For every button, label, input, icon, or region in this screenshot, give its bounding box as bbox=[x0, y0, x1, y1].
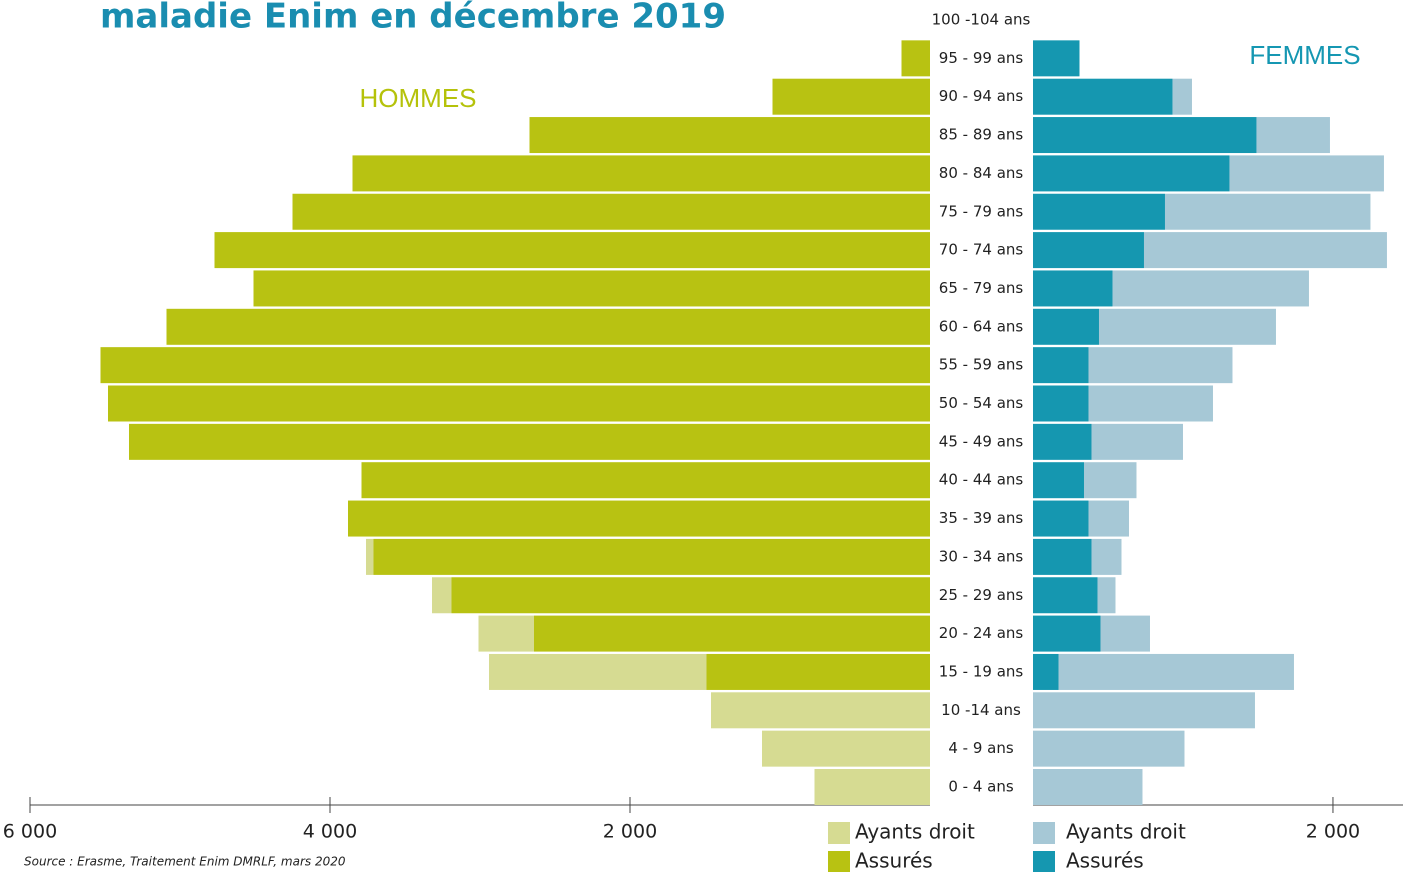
category-label: 75 - 79 ans bbox=[939, 202, 1024, 220]
category-label: 35 - 39 ans bbox=[939, 509, 1024, 527]
bar bbox=[1256, 117, 1329, 153]
bar bbox=[1033, 616, 1100, 652]
category-label: 95 - 99 ans bbox=[939, 49, 1024, 67]
category-label: 100 -104 ans bbox=[932, 11, 1031, 29]
category-label: 30 - 34 ans bbox=[939, 547, 1024, 565]
bar bbox=[1033, 309, 1099, 345]
bar bbox=[711, 692, 930, 728]
legend-swatch bbox=[828, 851, 850, 872]
bar bbox=[432, 577, 452, 613]
bar bbox=[1033, 769, 1142, 805]
bar bbox=[534, 616, 930, 652]
bar bbox=[1097, 577, 1115, 613]
category-label: 20 - 24 ans bbox=[939, 624, 1024, 642]
legend-swatch bbox=[828, 822, 850, 844]
category-label: 10 -14 ans bbox=[941, 701, 1021, 719]
bar bbox=[101, 347, 931, 383]
x-tick-label: 2 000 bbox=[1306, 821, 1360, 843]
category-label: 15 - 19 ans bbox=[939, 662, 1024, 680]
bar bbox=[1033, 462, 1084, 498]
bar bbox=[1033, 501, 1088, 537]
bar bbox=[1033, 424, 1091, 460]
bar bbox=[1033, 270, 1112, 306]
bar bbox=[1088, 347, 1232, 383]
legend-label: Ayants droit bbox=[855, 820, 975, 844]
bar bbox=[1033, 232, 1144, 268]
category-label: 50 - 54 ans bbox=[939, 394, 1024, 412]
bar bbox=[348, 501, 930, 537]
category-label: 90 - 94 ans bbox=[939, 87, 1024, 105]
bar bbox=[1033, 40, 1079, 76]
legend-swatch bbox=[1033, 851, 1055, 872]
bar bbox=[1088, 386, 1212, 422]
source: Source : Erasme, Traitement Enim DMRLF, … bbox=[24, 855, 346, 869]
bar bbox=[1033, 155, 1229, 191]
bar bbox=[108, 386, 930, 422]
category-label: 55 - 59 ans bbox=[939, 356, 1024, 374]
chart: maladie Enim en décembre 2019 Source : E… bbox=[0, 0, 1403, 872]
bar bbox=[1112, 270, 1308, 306]
bar bbox=[1099, 309, 1276, 345]
category-label: 70 - 74 ans bbox=[939, 241, 1024, 259]
legend-label: Assurés bbox=[1066, 849, 1144, 872]
bar bbox=[773, 79, 931, 115]
x-tick-label: 2 000 bbox=[603, 821, 657, 843]
x-tick-label: 4 000 bbox=[303, 821, 357, 843]
bar bbox=[254, 270, 931, 306]
bar bbox=[902, 40, 931, 76]
bar bbox=[1033, 539, 1091, 575]
bar bbox=[1033, 386, 1088, 422]
bar bbox=[1033, 117, 1256, 153]
bar bbox=[1088, 501, 1128, 537]
category-label: 85 - 89 ans bbox=[939, 126, 1024, 144]
bar bbox=[1033, 347, 1088, 383]
bar bbox=[1229, 155, 1383, 191]
bar bbox=[1058, 654, 1293, 690]
bar bbox=[1033, 577, 1097, 613]
bar bbox=[452, 577, 931, 613]
category-label: 65 - 79 ans bbox=[939, 279, 1024, 297]
bar bbox=[1033, 692, 1255, 728]
bar bbox=[366, 539, 374, 575]
bar bbox=[1172, 79, 1191, 115]
legend-swatch bbox=[1033, 822, 1055, 844]
legend-label: Ayants droit bbox=[1066, 820, 1186, 844]
x-tick-label: 6 000 bbox=[3, 821, 57, 843]
bar bbox=[1091, 424, 1182, 460]
group-label: HOMMES bbox=[360, 83, 477, 113]
bar bbox=[479, 616, 535, 652]
chart-title: maladie Enim en décembre 2019 bbox=[100, 0, 726, 37]
bar bbox=[1144, 232, 1387, 268]
bar bbox=[374, 539, 931, 575]
bar bbox=[293, 194, 931, 230]
bar bbox=[1033, 731, 1184, 767]
bar bbox=[707, 654, 931, 690]
bar bbox=[762, 731, 930, 767]
category-label: 0 - 4 ans bbox=[948, 778, 1014, 796]
bar bbox=[1100, 616, 1149, 652]
bar bbox=[362, 462, 931, 498]
bar bbox=[353, 155, 931, 191]
bar bbox=[129, 424, 930, 460]
bar bbox=[815, 769, 931, 805]
category-label: 60 - 64 ans bbox=[939, 317, 1024, 335]
bar bbox=[530, 117, 931, 153]
bar bbox=[1033, 194, 1165, 230]
category-label: 40 - 44 ans bbox=[939, 471, 1024, 489]
bar bbox=[215, 232, 931, 268]
group-label: FEMMES bbox=[1249, 40, 1360, 70]
bar bbox=[1165, 194, 1370, 230]
bar bbox=[167, 309, 931, 345]
category-label: 45 - 49 ans bbox=[939, 432, 1024, 450]
bar bbox=[489, 654, 707, 690]
bar bbox=[1084, 462, 1136, 498]
category-label: 80 - 84 ans bbox=[939, 164, 1024, 182]
category-label: 4 - 9 ans bbox=[948, 739, 1014, 757]
bar bbox=[1033, 79, 1172, 115]
category-label: 25 - 29 ans bbox=[939, 586, 1024, 604]
bar bbox=[1091, 539, 1121, 575]
legend-label: Assurés bbox=[855, 849, 933, 872]
bar bbox=[1033, 654, 1058, 690]
